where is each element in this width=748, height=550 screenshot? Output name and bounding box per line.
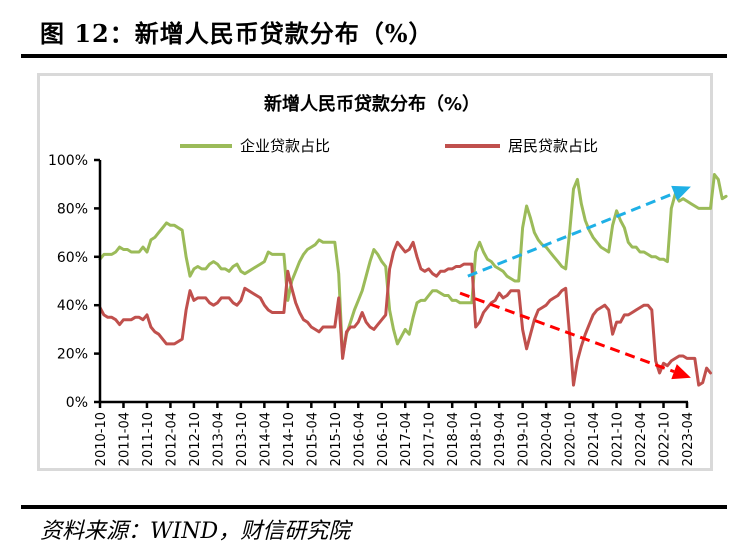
chart-title: 新增人民币贷款分布（%） [264, 93, 480, 115]
x-tick-label: 2014-04 [258, 412, 273, 466]
trend-layer [459, 185, 691, 380]
x-tick-label: 2016-04 [352, 412, 367, 466]
x-tick-label: 2021-04 [587, 412, 602, 466]
x-tick-label: 2011-10 [141, 412, 156, 466]
legend-label-corporate: 企业贷款占比 [240, 137, 330, 155]
x-tick-label: 2015-10 [329, 412, 344, 466]
y-tick-label: 0% [66, 395, 88, 411]
x-tick-label: 2021-10 [611, 412, 626, 466]
source-note: 资料来源：WIND，财信研究院 [40, 519, 351, 544]
trend-arrow-up-shaft [467, 191, 675, 278]
y-tick-label: 100% [48, 153, 88, 169]
x-tick-label: 2020-04 [540, 412, 555, 466]
x-tick-label: 2012-04 [164, 412, 179, 466]
x-tick-label: 2023-04 [681, 412, 696, 466]
x-tick-label: 2018-04 [446, 412, 461, 466]
x-tick-label: 2012-10 [188, 412, 203, 466]
x-tick-label: 2018-10 [470, 412, 485, 466]
x-tick-label: 2017-04 [399, 412, 414, 466]
y-tick-label: 60% [57, 250, 88, 266]
trend-arrow-down-head [671, 364, 691, 380]
x-tick-label: 2014-10 [282, 412, 297, 466]
x-tick-label: 2019-04 [493, 412, 508, 466]
top-rule [21, 54, 727, 58]
bottom-rule [21, 505, 727, 509]
series-line-corporate [98, 173, 728, 358]
x-tick-label: 2016-10 [376, 412, 391, 466]
x-tick-label: 2022-10 [658, 412, 673, 466]
axes-layer: 0% 20% 40% 60% 80% 100% 2010-10 2011-04 2011-10 2… [48, 153, 696, 466]
x-tick-label: 2019-10 [517, 412, 532, 466]
x-tick-label: 2013-04 [211, 412, 226, 466]
series-layer [98, 173, 728, 387]
y-tick-label: 40% [57, 298, 88, 314]
y-tick-label: 80% [57, 201, 88, 217]
x-tick-label: 2017-10 [423, 412, 438, 466]
chart-frame [37, 73, 713, 471]
trend-arrow-down-shaft [459, 291, 675, 374]
x-tick-label: 2010-10 [94, 412, 109, 466]
series-line-household [98, 240, 712, 387]
legend: 企业贷款占比 居民贷款占比 [180, 137, 598, 155]
x-tick-label: 2013-10 [235, 412, 250, 466]
figure-title: 图 12：新增人民币贷款分布（%） [40, 19, 434, 48]
legend-label-household: 居民贷款占比 [508, 137, 598, 155]
x-tick-label: 2015-04 [305, 412, 320, 466]
x-tick-label: 2020-10 [564, 412, 579, 466]
trend-arrow-up-head [671, 185, 691, 201]
x-tick-label: 2022-04 [634, 412, 649, 466]
x-tick-label: 2011-04 [117, 412, 132, 466]
y-tick-label: 20% [57, 347, 88, 363]
